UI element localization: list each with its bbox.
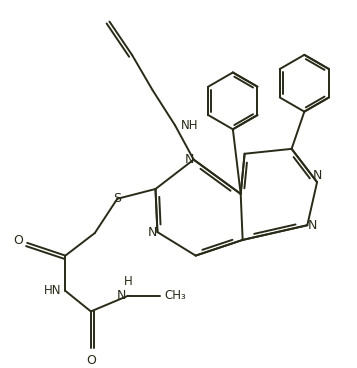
Text: O: O xyxy=(14,234,23,247)
Text: N: N xyxy=(117,289,126,302)
Text: S: S xyxy=(113,192,121,205)
Text: HN: HN xyxy=(44,284,61,297)
Text: O: O xyxy=(86,354,96,367)
Text: N: N xyxy=(184,153,194,166)
Text: NH: NH xyxy=(181,119,198,132)
Text: N: N xyxy=(307,219,317,232)
Text: CH₃: CH₃ xyxy=(164,289,186,302)
Text: H: H xyxy=(124,275,132,288)
Text: N: N xyxy=(148,226,157,238)
Text: N: N xyxy=(312,169,322,182)
